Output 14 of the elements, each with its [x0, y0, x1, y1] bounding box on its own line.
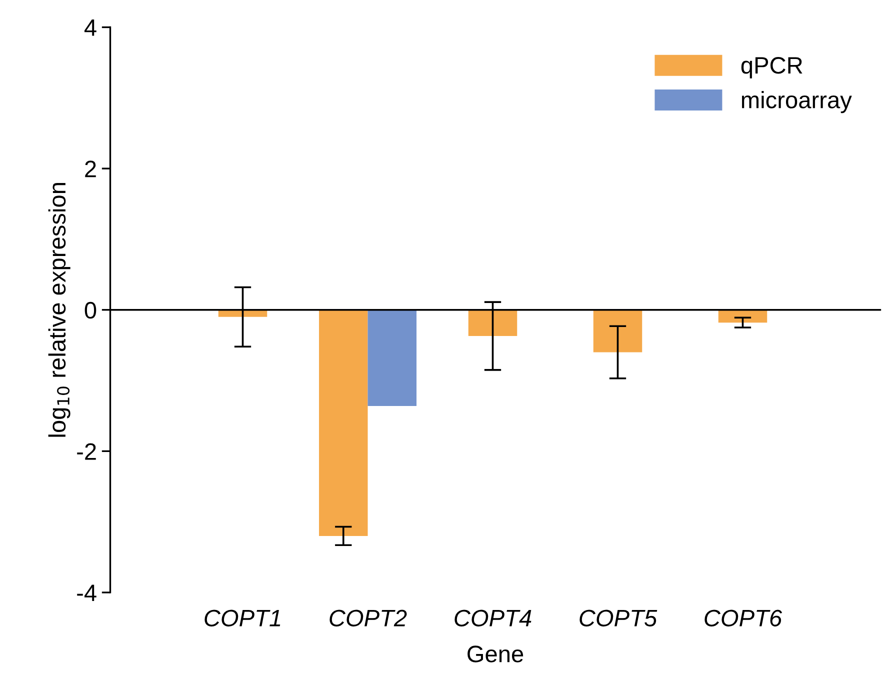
x-tick-label: COPT2 — [330, 610, 407, 626]
x-tick-label: COPT1 — [204, 610, 280, 626]
x-axis-title: Gene — [468, 646, 524, 662]
y-axis-title: log$_{10}$ relative expression — [48, 183, 70, 437]
y-tick-label: 4 — [84, 20, 96, 36]
y-tick-label: 2 — [85, 160, 96, 178]
x-tick-label: COPT5 — [580, 610, 658, 626]
y-tick-label: 0 — [84, 302, 96, 319]
legend-label: qPCR — [741, 57, 802, 78]
legend-label: microarray — [742, 91, 852, 114]
x-tick-label: COPT4 — [454, 610, 532, 626]
y-tick-label: -4 — [77, 584, 96, 602]
x-tick-label: COPT6 — [704, 610, 782, 626]
y-tick-label: -2 — [77, 443, 96, 460]
